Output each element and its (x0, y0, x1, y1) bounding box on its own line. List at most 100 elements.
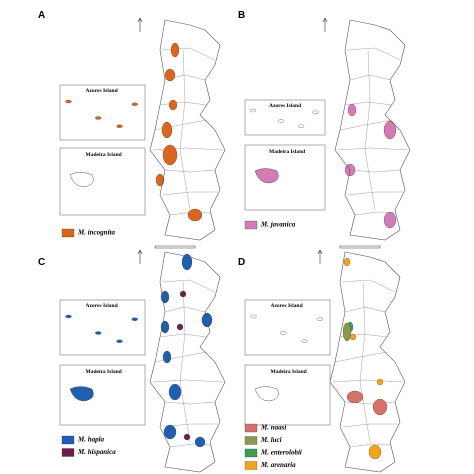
occurrence-area (347, 103, 357, 117)
occurrence-area (346, 390, 364, 404)
island (254, 386, 279, 402)
madeira-label: Madeira Island (271, 369, 307, 375)
island (69, 386, 94, 402)
country-outline (334, 19, 411, 241)
azores-label: Azores Island (86, 88, 118, 94)
panel-letter: C (38, 257, 45, 268)
azores-label: Azores Island (269, 103, 301, 109)
mainland-map (317, 249, 406, 473)
scale-bar (154, 245, 196, 249)
legend-swatch (61, 435, 75, 445)
madeira-label: Madeira Island (269, 149, 305, 155)
legend-swatch (61, 228, 75, 238)
island (297, 124, 305, 128)
legend-swatch (244, 423, 258, 433)
panel-letter: B (238, 10, 245, 21)
occurrence-area (160, 320, 170, 334)
mainland-map (137, 249, 226, 473)
mainland-map (137, 17, 226, 249)
azores-inset (244, 299, 331, 356)
legend-swatch (61, 448, 75, 457)
occurrence-area (349, 333, 357, 341)
legend-label: M. naasi (260, 424, 286, 432)
occurrence-area (368, 444, 382, 460)
madeira-inset (59, 147, 146, 216)
occurrence-area (183, 433, 191, 441)
island (250, 314, 257, 319)
district-lines (337, 47, 409, 216)
occurrence-area (372, 398, 388, 416)
legend-label: M. arenaria (260, 461, 296, 469)
occurrence-area (168, 99, 178, 111)
legend-label: M. hispanica (77, 448, 116, 456)
legend-swatch (244, 461, 258, 470)
azores-label: Azores Island (271, 303, 303, 309)
occurrence-area (168, 383, 182, 401)
island (95, 331, 102, 335)
occurrence-area (343, 257, 351, 267)
island (312, 110, 319, 114)
legend-label: M. hapla (77, 436, 105, 444)
occurrence-area (164, 68, 176, 82)
legend-label: M. enterolobii (260, 449, 302, 457)
country-outline (329, 251, 406, 473)
azores-inset (244, 99, 326, 136)
district-lines (332, 279, 404, 448)
panel-letter: A (38, 10, 45, 21)
madeira-label: Madeira Island (86, 369, 122, 375)
panel: B Azores Island Madeira Island M. javanica (238, 10, 411, 249)
occurrence-area (187, 208, 203, 222)
island (95, 116, 102, 120)
island (280, 331, 287, 335)
panel-letter: D (238, 257, 245, 268)
island (301, 339, 308, 343)
occurrence-area (194, 436, 206, 448)
island (65, 99, 72, 104)
occurrence-area (162, 350, 172, 364)
island (277, 119, 285, 123)
legend-swatch (244, 436, 258, 445)
island (316, 317, 324, 321)
occurrence-area (179, 290, 187, 298)
occurrence-area (342, 322, 352, 342)
occurrence-area (170, 42, 180, 58)
occurrence-area (383, 120, 397, 140)
north-arrow (137, 249, 143, 264)
island (116, 124, 123, 128)
occurrence-area (162, 144, 178, 166)
island (69, 172, 94, 188)
azores-inset (59, 84, 146, 141)
country-outline (149, 19, 226, 241)
north-arrow (317, 249, 323, 264)
island (131, 317, 139, 321)
legend-label: M. javanica (260, 221, 296, 229)
north-arrow (322, 17, 328, 32)
azores-label: Azores Island (86, 303, 118, 309)
legend-swatch (244, 448, 258, 458)
occurrence-area (383, 211, 397, 229)
island (65, 314, 72, 319)
north-arrow (137, 17, 143, 32)
island (249, 108, 257, 113)
occurrence-area (155, 173, 165, 187)
panel: C Azores Island Madeira Island M. hapla M. h… (38, 249, 226, 473)
occurrence-area (181, 253, 193, 271)
island (131, 102, 139, 106)
madeira-inset (244, 364, 331, 426)
occurrence-area (163, 424, 177, 440)
district-lines (152, 279, 224, 448)
occurrence-area (176, 323, 184, 331)
scale-bar (339, 245, 381, 249)
legend-label: M. luci (260, 436, 282, 444)
madeira-label: Madeira Island (86, 152, 122, 158)
occurrence-area (376, 378, 384, 386)
island (116, 339, 123, 343)
island (254, 168, 279, 184)
occurrence-area (161, 121, 173, 139)
mainland-map (322, 17, 411, 249)
legend-swatch (244, 220, 258, 230)
azores-inset (59, 299, 146, 356)
legend-label: M. incognita (77, 229, 115, 237)
panel: A Azores Island Madeira Island M. incognita (38, 10, 226, 249)
